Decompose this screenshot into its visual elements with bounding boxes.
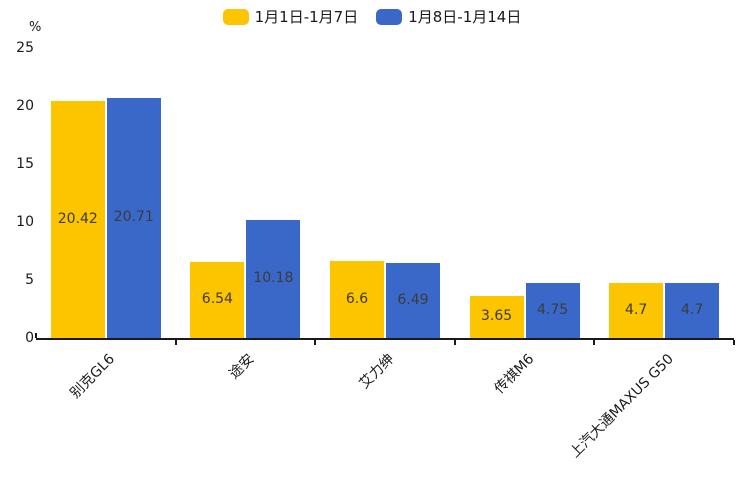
bar: 4.7 — [665, 283, 720, 338]
y-tick-label: 20 — [16, 98, 34, 114]
bar-value-label: 4.7 — [681, 301, 704, 318]
x-axis-tick-mark — [733, 340, 735, 345]
x-category-label: 途安 — [226, 351, 258, 383]
x-category-label: 别克GL6 — [67, 351, 119, 402]
bar: 4.7 — [609, 283, 664, 338]
x-category-label: 传祺M6 — [491, 351, 538, 398]
bar: 6.49 — [386, 263, 440, 338]
bar-value-label: 20.71 — [113, 209, 154, 225]
legend-item[interactable]: 1月1日-1月7日 — [222, 6, 359, 27]
legend-item[interactable]: 1月8日-1月14日 — [376, 6, 521, 27]
y-tick-label: 10 — [16, 214, 34, 230]
y-tick-label: 15 — [16, 156, 34, 172]
bar: 4.75 — [525, 283, 580, 338]
legend-label: 1月1日-1月7日 — [254, 8, 359, 26]
y-axis-unit-label: % — [29, 20, 42, 35]
bar-value-label: 3.65 — [481, 308, 513, 324]
bar: 6.54 — [190, 262, 245, 338]
bar-value-label: 10.18 — [253, 270, 294, 286]
x-axis-tick-mark — [453, 340, 456, 345]
y-tick-label: 0 — [25, 330, 34, 346]
bar-value-label: 20.42 — [57, 210, 98, 227]
bar-value-label: 4.75 — [537, 301, 569, 318]
bar: 6.6 — [330, 261, 384, 338]
x-axis-tick-mark — [593, 340, 596, 345]
bar-value-label: 6.49 — [397, 291, 429, 308]
bar-value-label: 4.7 — [625, 301, 648, 318]
x-category-label: 艾力绅 — [356, 351, 398, 393]
x-axis-tick-mark — [314, 340, 317, 345]
legend: 1月1日-1月7日 1月8日-1月14日 — [0, 6, 744, 27]
y-tick-label: 25 — [16, 40, 34, 56]
bar-value-label: 6.6 — [345, 290, 369, 307]
x-category-label: 上汽大通MAXUS G50 — [566, 351, 677, 462]
legend-swatch-icon — [376, 8, 403, 25]
bar: 3.65 — [469, 296, 524, 338]
bar: 20.42 — [50, 101, 105, 338]
x-axis-tick-mark — [35, 333, 37, 338]
bar-value-label: 6.54 — [201, 291, 233, 307]
x-axis-line — [36, 338, 734, 340]
y-tick-label: 5 — [25, 272, 34, 288]
bar: 10.18 — [246, 220, 301, 338]
bar: 20.71 — [106, 98, 161, 338]
legend-label: 1月8日-1月14日 — [408, 8, 522, 26]
x-axis-tick-mark — [174, 340, 177, 345]
legend-swatch-icon — [222, 8, 249, 25]
